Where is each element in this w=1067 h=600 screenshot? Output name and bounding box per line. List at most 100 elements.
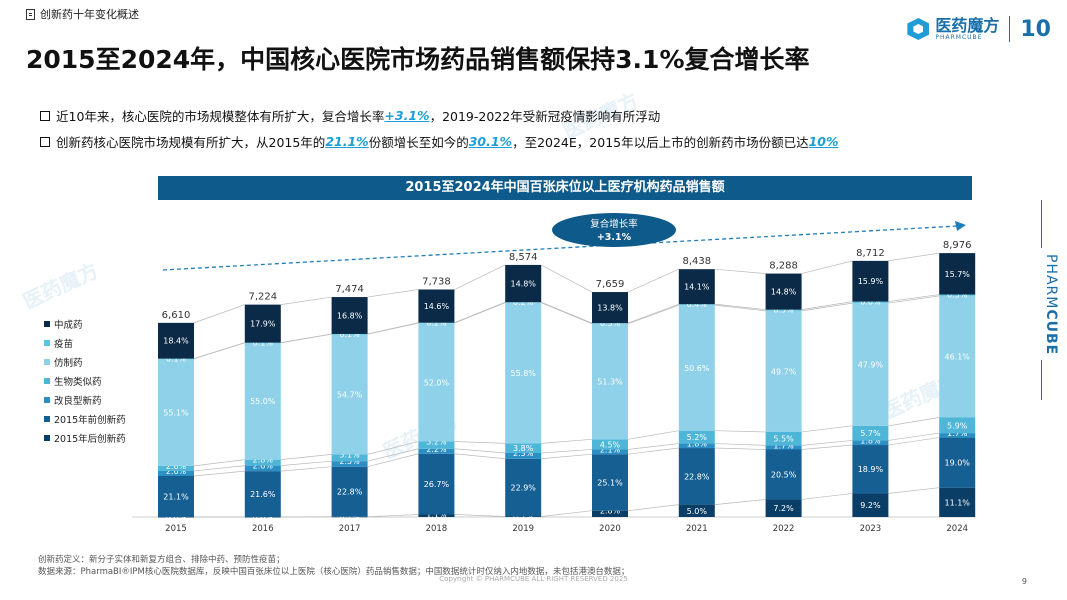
checkbox-icon — [40, 110, 50, 121]
connector-line — [801, 301, 853, 310]
side-line — [1041, 360, 1042, 400]
bar-segment — [244, 517, 281, 518]
data-label: 22.8% — [337, 488, 363, 497]
bar-segment — [939, 417, 976, 434]
bar-segment — [505, 458, 542, 517]
connector-line — [367, 289, 419, 298]
total-label: 8,438 — [682, 256, 711, 267]
connector-line — [193, 470, 245, 477]
data-label: 13.8% — [597, 304, 623, 313]
legend-item: 生物类似药 — [44, 371, 126, 390]
connector-line — [714, 303, 766, 310]
bar-segment — [678, 430, 715, 444]
connector-line — [888, 417, 940, 427]
bar-segment — [939, 295, 976, 418]
connector-line — [541, 301, 593, 324]
bar-segment — [505, 264, 542, 303]
connector-line — [193, 465, 245, 472]
data-label: 0.5% — [773, 306, 794, 315]
data-label: 0.1% — [339, 513, 360, 522]
data-label: 1.8% — [860, 436, 881, 445]
bar-segment — [158, 475, 194, 517]
connector-line — [801, 260, 853, 274]
legend-label: 2015年后创新药 — [54, 433, 126, 445]
data-label: 5.0% — [687, 507, 708, 516]
bar-segment — [939, 433, 976, 438]
connector-line — [193, 459, 245, 467]
data-label: 4.5% — [600, 440, 621, 449]
data-label: 0.2% — [513, 298, 534, 307]
connector-line — [541, 264, 593, 293]
connector-line — [627, 304, 679, 325]
data-label: 5.9% — [947, 421, 968, 430]
connector-line — [888, 294, 940, 302]
bar-segment — [852, 260, 889, 302]
data-label: 22.9% — [510, 484, 536, 493]
page-title: 2015至2024年，中国核心医院市场药品销售额保持3.1%复合增长率 — [26, 45, 810, 74]
data-label: 14.6% — [424, 302, 450, 311]
connector-line — [888, 252, 940, 262]
legend-swatch — [44, 320, 50, 327]
highlight-value: 10% — [808, 134, 839, 149]
data-label: 3.8% — [513, 444, 534, 453]
data-label: 16.8% — [337, 312, 363, 321]
document-icon — [26, 8, 35, 20]
legend-item: 2015年前创新药 — [44, 409, 126, 428]
category-label: 2019 — [512, 524, 534, 534]
total-label: 6,610 — [162, 310, 191, 321]
data-label: 7.2% — [773, 504, 794, 513]
total-label: 7,474 — [335, 284, 364, 295]
data-label: 17.9% — [250, 320, 276, 329]
total-label: 8,288 — [769, 261, 798, 272]
data-label: 15.7% — [944, 270, 970, 279]
bar-segment — [765, 273, 802, 310]
bar-segment — [852, 445, 889, 494]
bar-segment — [939, 487, 976, 517]
data-label: 0.5% — [947, 291, 968, 300]
connector-line — [454, 448, 506, 454]
connector-line — [627, 268, 679, 293]
connector-line — [888, 432, 940, 441]
data-label: 1.7% — [947, 429, 968, 438]
anniversary-badge: 10 — [1020, 16, 1051, 42]
data-label: 1.1% — [426, 510, 447, 519]
bar-segment — [852, 301, 889, 304]
connector-line — [714, 268, 766, 274]
category-label: 2018 — [426, 524, 448, 534]
connector-line — [541, 453, 593, 460]
data-label: 15.9% — [858, 277, 884, 286]
bar-segment — [331, 466, 368, 517]
data-label: 52.0% — [424, 378, 450, 387]
breadcrumb-text: 创新药十年变化概述 — [40, 8, 139, 21]
bar-segment — [505, 443, 542, 453]
connector-line — [801, 425, 853, 433]
data-label: 51.3% — [597, 378, 623, 387]
bar-segment — [244, 465, 281, 472]
data-label: 55.1% — [163, 408, 189, 417]
data-label: 3.1% — [339, 450, 360, 459]
bar-segment — [418, 448, 455, 454]
connector-line — [627, 504, 679, 512]
cagr-bubble — [552, 213, 676, 247]
connector-line — [541, 438, 593, 444]
connector-line — [367, 448, 419, 462]
connector-line — [193, 304, 245, 324]
connector-line — [454, 264, 506, 290]
data-label: 55.8% — [510, 369, 536, 378]
page-number: 9 — [1021, 577, 1027, 586]
bar-segment — [505, 302, 542, 444]
connector-line — [367, 441, 419, 455]
bar-segment — [331, 297, 368, 334]
data-label: 2.8% — [253, 456, 274, 465]
data-label: 21.1% — [163, 492, 189, 501]
connector-line — [280, 454, 332, 461]
data-label: 47.9% — [858, 360, 884, 369]
bar-segment — [418, 441, 455, 449]
logo-sub: PHARMCUBE — [935, 33, 983, 41]
legend-label: 生物类似药 — [54, 376, 102, 388]
connector-line — [801, 493, 853, 500]
bar-segment — [592, 323, 628, 324]
bar-segment — [939, 437, 976, 488]
definition-note: 创新药定义：新分子实体和新复方组合、排除中药、预防性疫苗； — [38, 555, 285, 565]
legend-label: 中成药 — [54, 319, 83, 331]
